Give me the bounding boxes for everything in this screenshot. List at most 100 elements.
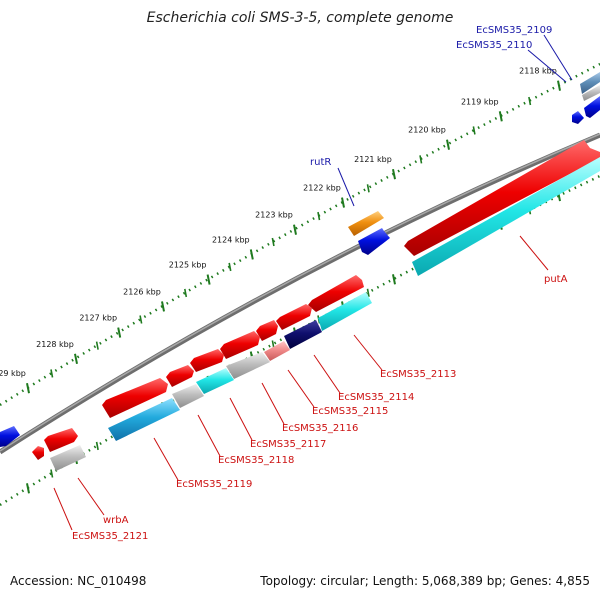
outer-mid-tick-0: [528, 96, 532, 106]
gene-EcSMS35_2110-cog[interactable]: [580, 72, 600, 94]
gene-EcSMS35_2109-arrow[interactable]: [572, 111, 584, 124]
gene-putA-arrow[interactable]: [404, 140, 600, 256]
outer-tick-3: [392, 168, 396, 180]
tick-label: 2120 kbp: [408, 126, 446, 135]
leader-EcSMS35_2115: [287, 369, 315, 408]
genes-value: 4,855: [555, 574, 590, 588]
outer-tick-8: [161, 301, 165, 312]
outer-tick-10: [74, 353, 78, 364]
tick-label: 2121 kbp: [354, 155, 392, 164]
gene-EcSMS35_2116-arrow[interactable]: [220, 331, 260, 359]
leader-EcSMS35_2110: [527, 49, 567, 83]
leader-EcSMS35_2113: [353, 334, 383, 371]
label-EcSMS35_2115[interactable]: EcSMS35_2115: [312, 406, 388, 417]
gene-EcSMS35_2118-arrow[interactable]: [166, 365, 194, 387]
outer-mid-tick-9: [95, 341, 99, 350]
genes-label: Genes:: [509, 574, 552, 588]
leader-EcSMS35_2117: [229, 397, 253, 441]
genome-backbone: [0, 132, 600, 455]
leader-wrbA: [77, 477, 105, 516]
gene-EcSMS35_2110-cog-gray: [582, 85, 600, 101]
outer-mid-tick-2: [419, 155, 423, 164]
genome-stats: Topology: circular; Length: 5,068,389 bp…: [260, 574, 590, 588]
label-wrbA[interactable]: wrbA: [103, 515, 129, 526]
leader-EcSMS35_2116: [261, 382, 285, 425]
outer-tick-11: [26, 383, 30, 394]
accession-label: Accession:: [10, 574, 74, 588]
leader-putA: [519, 235, 549, 271]
label-EcSMS35_2114[interactable]: EcSMS35_2114: [338, 392, 414, 403]
tick-label: 2127 kbp: [79, 314, 117, 323]
leader-EcSMS35_2118: [197, 414, 221, 457]
inner-mid-tick-9: [95, 441, 99, 451]
tick-label: 2128 kbp: [36, 340, 74, 349]
outer-mid-tick-4: [317, 211, 321, 221]
inner-mid-tick-3: [366, 288, 370, 297]
label-EcSMS35_2110[interactable]: EcSMS35_2110: [456, 40, 532, 51]
label-EcSMS35_2113[interactable]: EcSMS35_2113: [380, 369, 456, 380]
topology-label: Topology:: [260, 574, 317, 588]
tick-label: 2126 kbp: [123, 287, 161, 296]
leader-EcSMS35_2109: [543, 34, 573, 81]
gene-EcSMS35_2109b-arrow[interactable]: [584, 96, 600, 118]
gene-putA-cog: [412, 157, 600, 276]
gene-wrbA-cog: [50, 445, 86, 471]
tick-label: 2129 kbp: [0, 369, 26, 378]
inner-tick-3: [392, 274, 396, 285]
label-EcSMS35_2119[interactable]: EcSMS35_2119: [176, 479, 252, 490]
label-rutR[interactable]: rutR: [310, 157, 331, 168]
label-EcSMS35_2109[interactable]: EcSMS35_2109: [476, 25, 552, 36]
outer-tick-2: [446, 139, 450, 150]
tick-label: 2122 kbp: [303, 184, 341, 193]
accession-value: NC_010498: [77, 574, 147, 588]
gene-rutR-cog[interactable]: [348, 211, 384, 236]
kbp-tick-labels: 2118 kbp 2119 kbp 2120 kbp 2121 kbp 2122 kbp…: [0, 67, 557, 379]
outer-tick-6: [249, 249, 254, 260]
gene-EcSMS35_2114-arrow[interactable]: [276, 304, 312, 330]
separator: ;: [501, 574, 507, 588]
gene-EcSMS35_2115-arrow[interactable]: [256, 320, 278, 341]
outer-mid-tick-1: [472, 126, 476, 135]
gene-EcSMS35_2119-cog: [108, 398, 180, 441]
gene-EcSMS35_2117-arrow[interactable]: [190, 349, 224, 372]
outer-mid-tick-6: [228, 262, 232, 272]
outer-tick-5: [293, 224, 297, 235]
gene-wrbA-arrow[interactable]: [44, 428, 78, 452]
label-EcSMS35_2117[interactable]: EcSMS35_2117: [250, 439, 326, 450]
gene-EcSMS35_2121-arrow[interactable]: [32, 446, 44, 460]
leader-EcSMS35_2119: [153, 437, 179, 481]
outer-mid-tick-7: [184, 288, 188, 298]
tick-label: 2124 kbp: [212, 235, 250, 244]
gene-rutR-arrow[interactable]: [358, 228, 390, 255]
genome-backbone-highlight: [0, 133, 600, 452]
inner-tick-11: [26, 483, 30, 494]
gene-EcSMS35_2113-arrow[interactable]: [308, 275, 364, 312]
label-putA[interactable]: putA: [544, 274, 568, 285]
gene-EcSMS35_2119-cog-gray: [172, 384, 204, 408]
separator: ;: [364, 574, 369, 588]
label-EcSMS35_2121[interactable]: EcSMS35_2121: [72, 531, 148, 542]
label-EcSMS35_2118[interactable]: EcSMS35_2118: [218, 455, 294, 466]
gene-EcSMS35_2116-cog: [264, 341, 290, 361]
leader-rutR: [337, 167, 355, 207]
outer-scale-track: [0, 62, 600, 407]
tick-label: 2125 kbp: [169, 261, 207, 270]
outer-mid-tick-5: [271, 237, 275, 247]
tick-label: 2123 kbp: [255, 211, 293, 220]
page-title: Escherichia coli SMS-3-5, complete genom…: [146, 10, 454, 26]
gene-EcSMS35_2119-arrow[interactable]: [102, 378, 168, 418]
outer-mid-tick-3: [366, 184, 370, 193]
gene-EcSMS35_2114-cog: [284, 320, 322, 349]
leader-EcSMS35_2114: [313, 354, 341, 394]
topology-value: circular: [320, 574, 365, 588]
outer-major-ticks: [26, 80, 561, 394]
label-EcSMS35_2116[interactable]: EcSMS35_2116: [282, 423, 358, 434]
gene-EcSMS35_2118-cog: [196, 368, 234, 394]
outer-mid-tick-8: [139, 315, 143, 324]
outer-mid-tick-10: [50, 369, 54, 378]
gene-left-forward-arrow[interactable]: [0, 426, 20, 447]
length-label: Length:: [372, 574, 419, 588]
outer-tick-4: [341, 197, 345, 208]
